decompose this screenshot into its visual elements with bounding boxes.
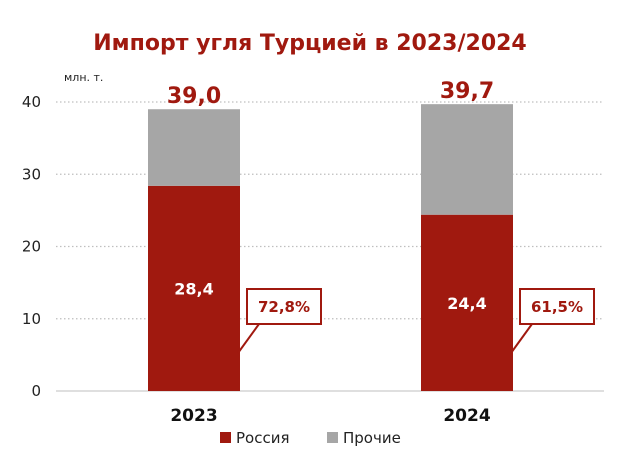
callout-leader-line [510,323,533,354]
y-axis-ticks: 0 10 20 30 40 [22,93,41,400]
data-label-total: 39,0 [167,84,221,109]
legend-swatch-russia [220,432,231,443]
bar-segment-other [421,104,513,215]
data-label-russia: 28,4 [174,279,213,298]
legend: Россия Прочие [220,429,401,447]
y-tick-label: 40 [22,93,41,111]
share-label: 72,8% [258,298,310,316]
y-tick-label: 30 [22,165,41,183]
chart-title: Импорт угля Турцией в 2023/2024 [93,31,527,56]
data-label-russia: 24,4 [447,294,486,313]
bar-segment-russia [148,185,240,391]
legend-label-russia: Россия [236,429,290,447]
bar-segment-russia [421,214,513,391]
data-label-total: 39,7 [440,79,494,104]
legend-swatch-other [327,432,338,443]
y-tick-label: 20 [22,238,41,256]
callout-leader-line [237,323,260,354]
x-axis-categories: 2023 2024 [170,406,490,426]
bar-segment-other [148,109,240,186]
y-tick-label: 0 [31,382,41,400]
share-label: 61,5% [531,298,583,316]
callout-box [246,288,322,325]
share-callouts: 72,8% 61,5% [237,288,595,354]
gridlines [56,101,604,320]
x-category-label: 2024 [443,406,490,426]
y-tick-label: 10 [22,310,41,328]
data-labels: 28,4 39,0 24,4 39,7 [167,79,494,313]
x-category-label: 2023 [170,406,217,426]
bars [148,104,513,391]
legend-label-other: Прочие [343,429,401,447]
callout-box [519,288,595,325]
y-axis-unit-label: млн. т. [64,71,103,84]
